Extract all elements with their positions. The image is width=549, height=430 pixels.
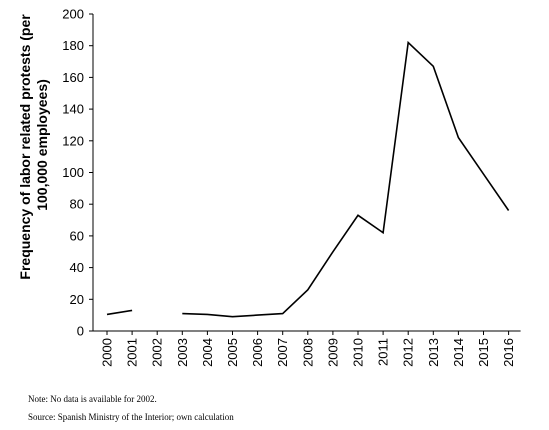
y-axis-label-line-2: 100,000 employees) (34, 79, 50, 211)
y-axis: 0 20 40 60 80 100 120 140 160 180 200 (62, 7, 94, 339)
x-tick-label: 2004 (200, 338, 215, 367)
y-tick-label: 100 (62, 165, 84, 180)
y-tick-label: 80 (70, 197, 84, 212)
y-tick-label: 60 (70, 228, 84, 243)
chart-note: Note: No data is available for 2002. (28, 394, 157, 404)
x-tick-label: 2001 (125, 338, 140, 367)
series (106, 40, 510, 318)
x-axis: 2000 2001 2002 2003 2004 2005 2006 2007 2008 2009… (93, 330, 521, 367)
x-tick-label: 2005 (225, 338, 240, 367)
x-tick-label: 2016 (501, 338, 516, 367)
y-tick-label: 200 (62, 7, 84, 22)
chart-source: Source: Spanish Ministry of the Interior… (28, 412, 234, 422)
y-tick-label: 160 (62, 70, 84, 85)
y-tick-label: 40 (70, 260, 84, 275)
x-tick-label: 2012 (401, 338, 416, 367)
series-line-segment (106, 309, 133, 316)
y-axis-label-line-1: Frequency of labor related protests (per (17, 14, 33, 280)
y-tick-label: 20 (70, 292, 84, 307)
y-tick-label: 0 (77, 324, 84, 339)
y-tick-label: 120 (62, 133, 84, 148)
x-tick-label: 2007 (275, 338, 290, 367)
x-tick-label: 2013 (426, 338, 441, 367)
x-tick-label: 2010 (351, 338, 366, 367)
x-tick-label: 2008 (300, 338, 315, 367)
series-line-segment (182, 40, 510, 318)
x-tick-label: 2009 (325, 338, 340, 367)
y-axis-label: Frequency of labor related protests (per… (17, 10, 50, 279)
x-tick-label: 2014 (451, 338, 466, 367)
y-tick-label: 140 (62, 102, 84, 117)
x-tick-label: 2015 (476, 338, 491, 367)
x-tick-label: 2011 (376, 338, 391, 366)
y-tick-label: 180 (62, 38, 84, 53)
x-tick-label: 2006 (250, 338, 265, 367)
x-tick-label: 2000 (100, 338, 115, 367)
x-tick-label: 2003 (175, 338, 190, 367)
x-tick-label: 2002 (150, 338, 165, 367)
